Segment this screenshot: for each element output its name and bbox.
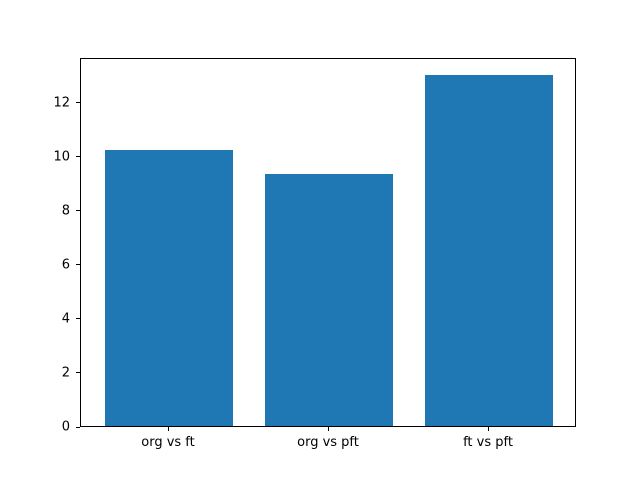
x-tick-label-org-vs-ft: org vs ft: [141, 435, 195, 450]
x-tick-mark: [327, 427, 329, 431]
y-tick-mark: [76, 102, 80, 104]
y-tick-label: 12: [53, 95, 70, 111]
y-tick-label: 6: [61, 257, 70, 273]
y-tick-mark: [76, 210, 80, 212]
bar-org-vs-ft: [105, 150, 233, 426]
y-tick-mark: [76, 264, 80, 266]
plot-area: [80, 58, 576, 427]
y-tick-mark: [76, 156, 80, 158]
x-tick-mark: [487, 427, 489, 431]
y-tick-label: 10: [53, 149, 70, 165]
bar-ft-vs-pft: [425, 74, 553, 426]
y-tick-label: 0: [61, 419, 70, 435]
y-tick-mark: [76, 426, 80, 428]
bar-org-vs-pft: [265, 173, 393, 426]
x-tick-mark: [167, 427, 169, 431]
x-tick-label-ft-vs-pft: ft vs pft: [463, 435, 513, 450]
y-tick-mark: [76, 372, 80, 374]
y-tick-label: 4: [61, 311, 70, 327]
x-tick-label-org-vs-pft: org vs pft: [297, 435, 359, 450]
y-tick-mark: [76, 318, 80, 320]
y-tick-label: 8: [61, 203, 70, 219]
y-tick-label: 2: [61, 365, 70, 381]
